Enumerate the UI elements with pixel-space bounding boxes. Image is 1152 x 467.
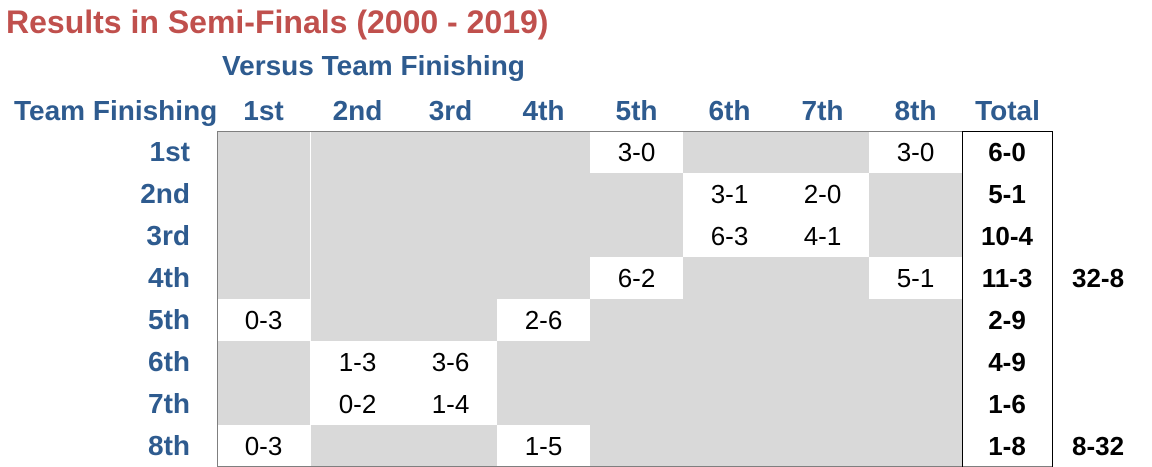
row-total: 10-4: [962, 215, 1052, 257]
table-cell: [776, 425, 869, 467]
table-cell: [683, 341, 776, 383]
table-cell: [590, 215, 683, 257]
row-label-2nd: 2nd: [140, 178, 190, 209]
table-cell: [776, 341, 869, 383]
table-cell: [590, 341, 683, 383]
table-cell: 1-4: [404, 383, 497, 425]
table-cell: [311, 131, 404, 173]
column-header-4th: 4th: [522, 95, 565, 126]
table-cell: [404, 215, 497, 257]
table-cell: [776, 299, 869, 341]
table-cell: [311, 257, 404, 299]
table-cell: 3-0: [869, 131, 962, 173]
row-label-5th: 5th: [148, 304, 190, 335]
table-cell: 2-6: [497, 299, 590, 341]
table-cell: [776, 257, 869, 299]
table-cell: 0-2: [311, 383, 404, 425]
table-cell: [776, 131, 869, 173]
table-cell: 6-2: [590, 257, 683, 299]
table-cell: 1-3: [311, 341, 404, 383]
table-cell: [217, 173, 310, 215]
table-cell: [590, 299, 683, 341]
table-cell: 1-5: [497, 425, 590, 467]
column-header-1st: 1st: [243, 95, 284, 126]
table-cell: [683, 299, 776, 341]
row-total: 2-9: [962, 299, 1052, 341]
table-cell: [683, 425, 776, 467]
table-cell: [217, 131, 310, 173]
table-cell: 2-0: [776, 173, 869, 215]
row-total: 5-1: [962, 173, 1052, 215]
row-label-7th: 7th: [148, 388, 190, 419]
table-cell: 0-3: [217, 299, 310, 341]
table-cell: [869, 299, 962, 341]
row-label-1st: 1st: [149, 136, 190, 167]
table-cell: [590, 425, 683, 467]
versus-header: Versus Team Finishing: [222, 50, 525, 81]
table-cell: [404, 131, 497, 173]
row-label-4th: 4th: [148, 262, 190, 293]
row-label-3rd: 3rd: [146, 220, 190, 251]
column-header-5th: 5th: [615, 95, 658, 126]
table-cell: [404, 299, 497, 341]
table-cell: [497, 215, 590, 257]
table-cell: [497, 173, 590, 215]
table-cell: [497, 341, 590, 383]
row-total: 1-6: [962, 383, 1052, 425]
row-total: 6-0: [962, 131, 1052, 173]
table-cell: 3-0: [590, 131, 683, 173]
table-cell: [590, 173, 683, 215]
table-cell: [497, 383, 590, 425]
row-label-6th: 6th: [148, 346, 190, 377]
table-cell: [776, 383, 869, 425]
table-cell: [869, 341, 962, 383]
table-cell: [497, 131, 590, 173]
table-cell: [217, 383, 310, 425]
row-total: 11-3: [962, 257, 1052, 299]
team-finishing-header: Team Finishing: [14, 95, 218, 126]
table-cell: [311, 425, 404, 467]
table-cell: 6-3: [683, 215, 776, 257]
table-cell: [217, 257, 310, 299]
table-cell: [869, 215, 962, 257]
row-label-8th: 8th: [148, 430, 190, 461]
table-cell: [404, 173, 497, 215]
table-cell: [217, 341, 310, 383]
table-cell: 5-1: [869, 257, 962, 299]
table-cell: 4-1: [776, 215, 869, 257]
table-cell: [590, 383, 683, 425]
column-header-7th: 7th: [801, 95, 844, 126]
column-header-2nd: 2nd: [332, 95, 383, 126]
table-cell: [869, 383, 962, 425]
table-cell: [404, 257, 497, 299]
table-cell: [683, 257, 776, 299]
table-cell: 3-1: [683, 173, 776, 215]
side-total: 32-8: [1072, 263, 1125, 293]
table-cell: [311, 215, 404, 257]
total-header: Total: [975, 95, 1040, 126]
column-header-3rd: 3rd: [428, 95, 473, 126]
table-cell: [311, 173, 404, 215]
table-cell: [404, 425, 497, 467]
table-cell: [869, 425, 962, 467]
side-total: 8-32: [1072, 431, 1125, 461]
table-cell: [683, 383, 776, 425]
column-header-8th: 8th: [894, 95, 937, 126]
row-total: 4-9: [962, 341, 1052, 383]
table-cell: [217, 215, 310, 257]
table-cell: [683, 131, 776, 173]
table-cell: [497, 257, 590, 299]
table-cell: [869, 173, 962, 215]
page-title: Results in Semi-Finals (2000 - 2019): [6, 4, 549, 40]
column-header-6th: 6th: [708, 95, 751, 126]
row-total: 1-8: [962, 425, 1052, 467]
table-cell: [311, 299, 404, 341]
table-cell: 3-6: [404, 341, 497, 383]
table-cell: 0-3: [217, 425, 310, 467]
